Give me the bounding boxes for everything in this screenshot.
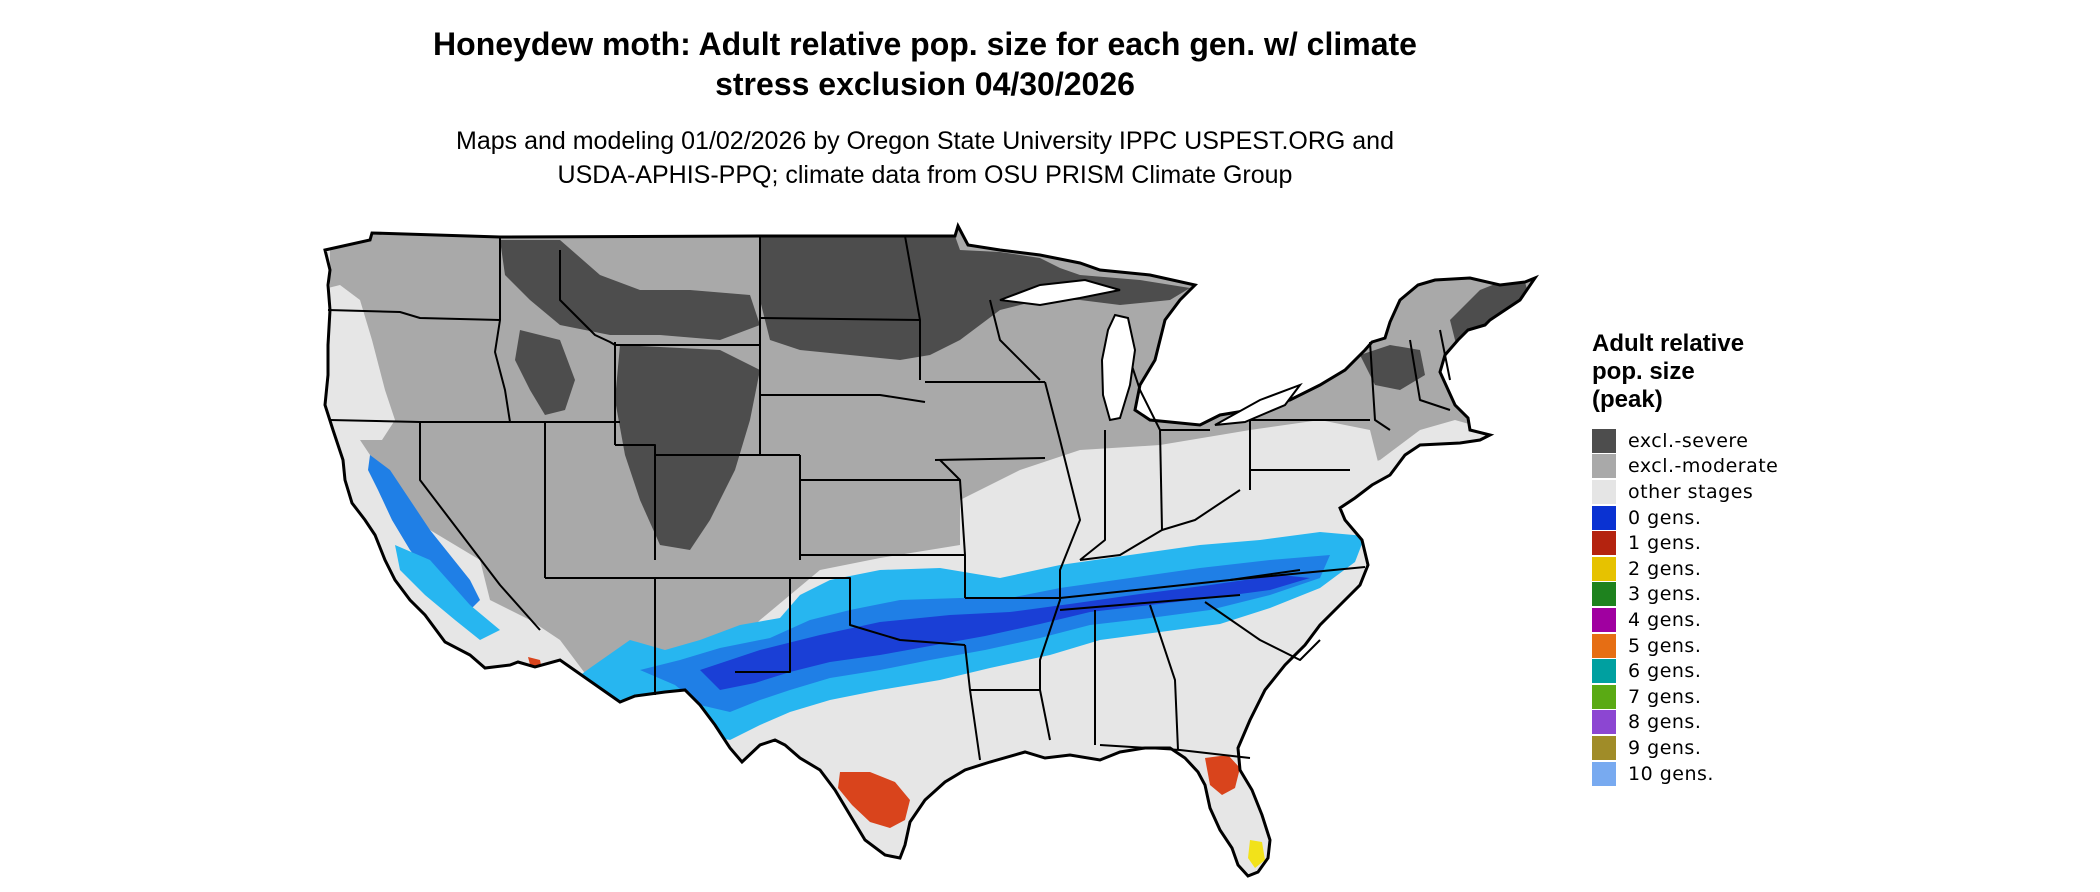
- legend-item-3-gens: 3 gens.: [1592, 582, 1822, 608]
- border-utah-wyoming-colorado: [615, 444, 656, 560]
- border-alabama-georgia: [1149, 604, 1179, 751]
- border-northdakota-southdakota: [759, 317, 921, 321]
- legend-swatch-8-gens: [1592, 710, 1616, 735]
- map-title-line1: Honeydew moth: Adult relative pop. size …: [433, 26, 1417, 62]
- zone-other-stages-midwest: [960, 420, 1380, 550]
- legend-item-0-gens: 0 gens.: [1592, 505, 1822, 531]
- border-washington-oregon: [327, 309, 501, 321]
- legend-label-excl-moderate: excl.-moderate: [1628, 455, 1779, 478]
- legend-swatch-5-gens: [1592, 633, 1616, 658]
- legend-swatch-1-gens: [1592, 531, 1616, 556]
- zone-excl-severe-adirondacks: [1360, 345, 1425, 390]
- border-missouri-west: [939, 459, 966, 598]
- legend-swatch-0-gens: [1592, 505, 1616, 530]
- zone-excl-severe-dakotas: [760, 236, 1190, 360]
- zone-zero-gens-california-light: [395, 545, 500, 640]
- legend-title-line2: pop. size: [1592, 358, 1695, 385]
- border-indiana-ohio: [1159, 429, 1163, 531]
- legend-item-2-gens: 2 gens.: [1592, 556, 1822, 582]
- lake-superior: [999, 278, 1121, 307]
- legend-item-1-gens: 1 gens.: [1592, 530, 1822, 556]
- legend-label-2-gens: 2 gens.: [1628, 557, 1702, 580]
- legend-swatch-2-gens: [1592, 556, 1616, 581]
- border-nevada-california: [419, 422, 541, 631]
- border-oregon-california: [329, 419, 421, 423]
- legend-label-10-gens: 10 gens.: [1628, 762, 1714, 785]
- border-tennessee-south: [1059, 594, 1241, 611]
- map-subtitle-line1: Maps and modeling 01/02/2026 by Oregon S…: [456, 127, 1394, 155]
- map-subtitle: Maps and modeling 01/02/2026 by Oregon S…: [300, 124, 1550, 192]
- zone-two-gens-florida-keys: [1248, 840, 1265, 868]
- legend-item-4-gens: 4 gens.: [1592, 607, 1822, 633]
- zone-zero-gens-california: [368, 455, 480, 610]
- map-title-line2: stress exclusion 04/30/2026: [715, 66, 1135, 102]
- border-ohio-river: [1079, 489, 1241, 561]
- map-title: Honeydew moth: Adult relative pop. size …: [300, 24, 1550, 104]
- border-montana-idaho-wyoming: [559, 250, 760, 346]
- legend-item-8-gens: 8 gens.: [1592, 710, 1822, 736]
- zone-excl-severe-idaho: [515, 330, 575, 415]
- legend-item-7-gens: 7 gens.: [1592, 684, 1822, 710]
- legend-label-excl-severe: excl.-severe: [1628, 429, 1749, 452]
- legend-label-7-gens: 7 gens.: [1628, 685, 1702, 708]
- legend-label-6-gens: 6 gens.: [1628, 660, 1702, 683]
- legend-label-0-gens: 0 gens.: [1628, 506, 1702, 529]
- legend-label-3-gens: 3 gens.: [1628, 583, 1702, 606]
- legend-item-excl-severe: excl.-severe: [1592, 428, 1822, 454]
- border-minnesota-wisconsin: [989, 299, 1041, 381]
- zone-zero-gens-dark-band: [700, 575, 1310, 690]
- zone-one-gen-texas: [838, 772, 910, 828]
- legend-title-line1: Adult relative: [1592, 330, 1745, 357]
- border-southdakota-nebraska: [760, 394, 926, 403]
- border-mississippi-river: [1039, 381, 1081, 741]
- zone-one-gen-florida: [1205, 755, 1240, 795]
- legend-item-10-gens: 10 gens.: [1592, 761, 1822, 787]
- border-newmexico-texas: [735, 578, 791, 673]
- legend-item-5-gens: 5 gens.: [1592, 633, 1822, 659]
- zone-excl-severe-montana: [500, 240, 760, 340]
- legend-item-6-gens: 6 gens.: [1592, 658, 1822, 684]
- legend-label-5-gens: 5 gens.: [1628, 634, 1702, 657]
- border-oklahoma-panhandle: [790, 577, 966, 646]
- lake-michigan: [1100, 313, 1137, 422]
- legend-item-9-gens: 9 gens.: [1592, 735, 1822, 761]
- legend-swatch-4-gens: [1592, 607, 1616, 632]
- legend-label-other-stages: other stages: [1628, 480, 1754, 503]
- zone-other-stages-pacific: [325, 285, 395, 440]
- legend-swatch-other-stages: [1592, 479, 1616, 504]
- border-illinois-indiana: [1079, 430, 1106, 561]
- border-iowa-missouri: [934, 457, 1046, 461]
- border-florida-north: [1099, 744, 1251, 759]
- legend-label-1-gens: 1 gens.: [1628, 532, 1702, 555]
- legend-title: Adult relative pop. size (peak): [1592, 330, 1822, 414]
- legend-label-4-gens: 4 gens.: [1628, 608, 1702, 631]
- zone-excl-severe-wyoming: [615, 345, 760, 550]
- legend: Adult relative pop. size (peak) excl.-se…: [1592, 330, 1822, 786]
- border-virginia-northcarolina: [1229, 566, 1366, 581]
- legend-label-9-gens: 9 gens.: [1628, 736, 1702, 759]
- legend-item-excl-moderate: excl.-moderate: [1592, 454, 1822, 480]
- legend-items: excl.-severe excl.-moderate other stages…: [1592, 428, 1822, 786]
- legend-title-line3: (peak): [1592, 386, 1663, 413]
- border-texas-louisiana: [964, 644, 981, 761]
- legend-swatch-7-gens: [1592, 684, 1616, 709]
- legend-label-8-gens: 8 gens.: [1628, 711, 1702, 734]
- legend-swatch-excl-severe: [1592, 428, 1616, 453]
- border-georgia-carolinas: [1204, 601, 1321, 661]
- legend-swatch-excl-moderate: [1592, 454, 1616, 479]
- legend-swatch-10-gens: [1592, 761, 1616, 786]
- legend-swatch-9-gens: [1592, 735, 1616, 760]
- legend-item-other-stages: other stages: [1592, 479, 1822, 505]
- legend-swatch-3-gens: [1592, 582, 1616, 607]
- border-idaho-west: [494, 237, 511, 423]
- legend-swatch-6-gens: [1592, 659, 1616, 684]
- map-subtitle-line2: USDA-APHIS-PPQ; climate data from OSU PR…: [557, 161, 1293, 189]
- state-borders: [327, 235, 1451, 761]
- lake-erie: [1214, 382, 1303, 426]
- border-dakotas-minnesota: [904, 235, 921, 380]
